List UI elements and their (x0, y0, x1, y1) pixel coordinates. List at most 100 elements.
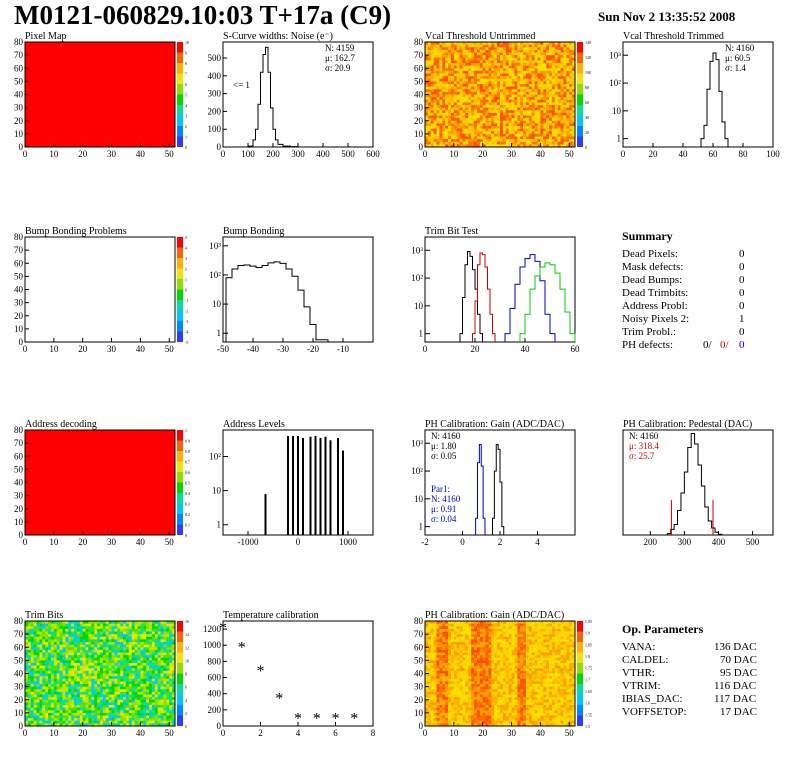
heatmap-cell (456, 73, 461, 77)
heatmap-cell (427, 702, 432, 706)
heatmap-cell (62, 639, 66, 643)
heatmap-cell (563, 128, 567, 132)
heatmap-cell (528, 141, 533, 145)
heatmap-cell (25, 715, 29, 719)
heatmap-cell (500, 112, 504, 116)
heatmap-cell (453, 60, 458, 64)
heatmap-cell (42, 634, 46, 638)
colorbar-label: -4 (185, 330, 188, 335)
heatmap-cell (36, 707, 40, 711)
heatmap-cell (439, 652, 443, 656)
heatmap-cell (427, 665, 432, 669)
heatmap-cell (166, 712, 170, 716)
heatmap-cell (497, 136, 501, 140)
heatmap-cell (453, 63, 458, 67)
heatmap-cell (479, 55, 484, 59)
heatmap-cell (134, 705, 138, 709)
heatmap-cell (105, 639, 110, 643)
heatmap-cell (569, 110, 573, 114)
heatmap-cell (453, 70, 458, 74)
heatmap-cell (540, 110, 544, 114)
heatmap-cell (160, 689, 164, 693)
heatmap-cell (554, 139, 559, 143)
heatmap-cell (572, 84, 576, 88)
heatmap-cell (479, 49, 484, 53)
heatmap-cell (59, 678, 63, 682)
heatmap-cell (430, 131, 435, 135)
heatmap-cell (62, 684, 66, 688)
heatmap-cell (100, 652, 104, 656)
heatmap-cell (65, 639, 69, 643)
heatmap-cell (551, 102, 556, 106)
heatmap-cell (111, 723, 115, 727)
heatmap-cell (442, 133, 446, 137)
x-tick-label: 30 (107, 344, 117, 354)
heatmap-cell (442, 99, 446, 103)
heatmap-cell (569, 128, 573, 132)
heatmap-cell (439, 639, 443, 643)
heatmap-cell (505, 97, 510, 101)
heatmap-cell (468, 123, 472, 127)
heatmap-cell (436, 102, 440, 106)
heatmap-cell (462, 112, 466, 116)
heatmap-cell (111, 686, 115, 690)
heatmap-cell (128, 699, 133, 703)
heatmap-cell (143, 665, 147, 669)
y-tick-label: 80 (14, 37, 24, 47)
heatmap-cell (537, 44, 541, 48)
heatmap-cell (569, 136, 573, 140)
heatmap-cell (71, 621, 75, 625)
heatmap-cell (151, 628, 156, 632)
heatmap-cell (439, 712, 443, 716)
heatmap-cell (79, 697, 84, 701)
heatmap-cell (427, 110, 432, 114)
heatmap-cell (427, 705, 432, 709)
heatmap-cell (163, 697, 167, 701)
heatmap-cell (45, 663, 49, 667)
heatmap-cell (425, 702, 429, 706)
histogram-line (492, 444, 505, 535)
heatmap-cell (517, 118, 521, 122)
heatmap-cell (59, 720, 63, 724)
heatmap-cell (134, 710, 138, 714)
heatmap-cell (94, 644, 98, 648)
x-tick-label: 30 (107, 537, 117, 547)
heatmap-cell (27, 699, 32, 703)
heatmap-cell (71, 702, 75, 706)
heatmap-cell (436, 655, 440, 659)
heatmap-cell (114, 663, 118, 667)
heatmap-cell (33, 644, 37, 648)
heatmap-cell (45, 720, 49, 724)
heatmap-cell (462, 42, 466, 46)
heatmap-cell (82, 668, 86, 672)
heatmap-cell (59, 631, 63, 635)
heatmap-cell (169, 694, 173, 698)
heatmap-cell (27, 723, 32, 727)
heatmap-cell (117, 705, 121, 709)
heatmap-cell (560, 63, 564, 67)
heatmap-cell (62, 665, 66, 669)
heatmap-cell (442, 655, 446, 659)
heatmap-cell (108, 621, 112, 625)
heatmap-cell (471, 105, 475, 109)
heatmap-cell (128, 678, 133, 682)
heatmap-cell (25, 702, 29, 706)
heatmap-cell (442, 621, 446, 625)
heatmap-cell (430, 642, 435, 646)
heatmap-cell (471, 136, 475, 140)
heatmap-cell (154, 642, 159, 646)
heatmap-cell (508, 115, 512, 119)
heatmap-cell (71, 691, 75, 695)
heatmap-cell (160, 668, 164, 672)
heatmap-cell (137, 723, 141, 727)
heatmap-cell (53, 699, 58, 703)
heatmap-cell (453, 131, 458, 135)
y-tick-label: 40 (414, 90, 424, 100)
heatmap-cell (531, 118, 536, 122)
note-text: <= 1 (233, 80, 250, 90)
heatmap-cell (540, 131, 544, 135)
heatmap-cell (430, 663, 435, 667)
heatmap-cell (560, 144, 564, 148)
y-tick-label: 50 (14, 271, 24, 281)
heatmap-cell (514, 128, 518, 132)
